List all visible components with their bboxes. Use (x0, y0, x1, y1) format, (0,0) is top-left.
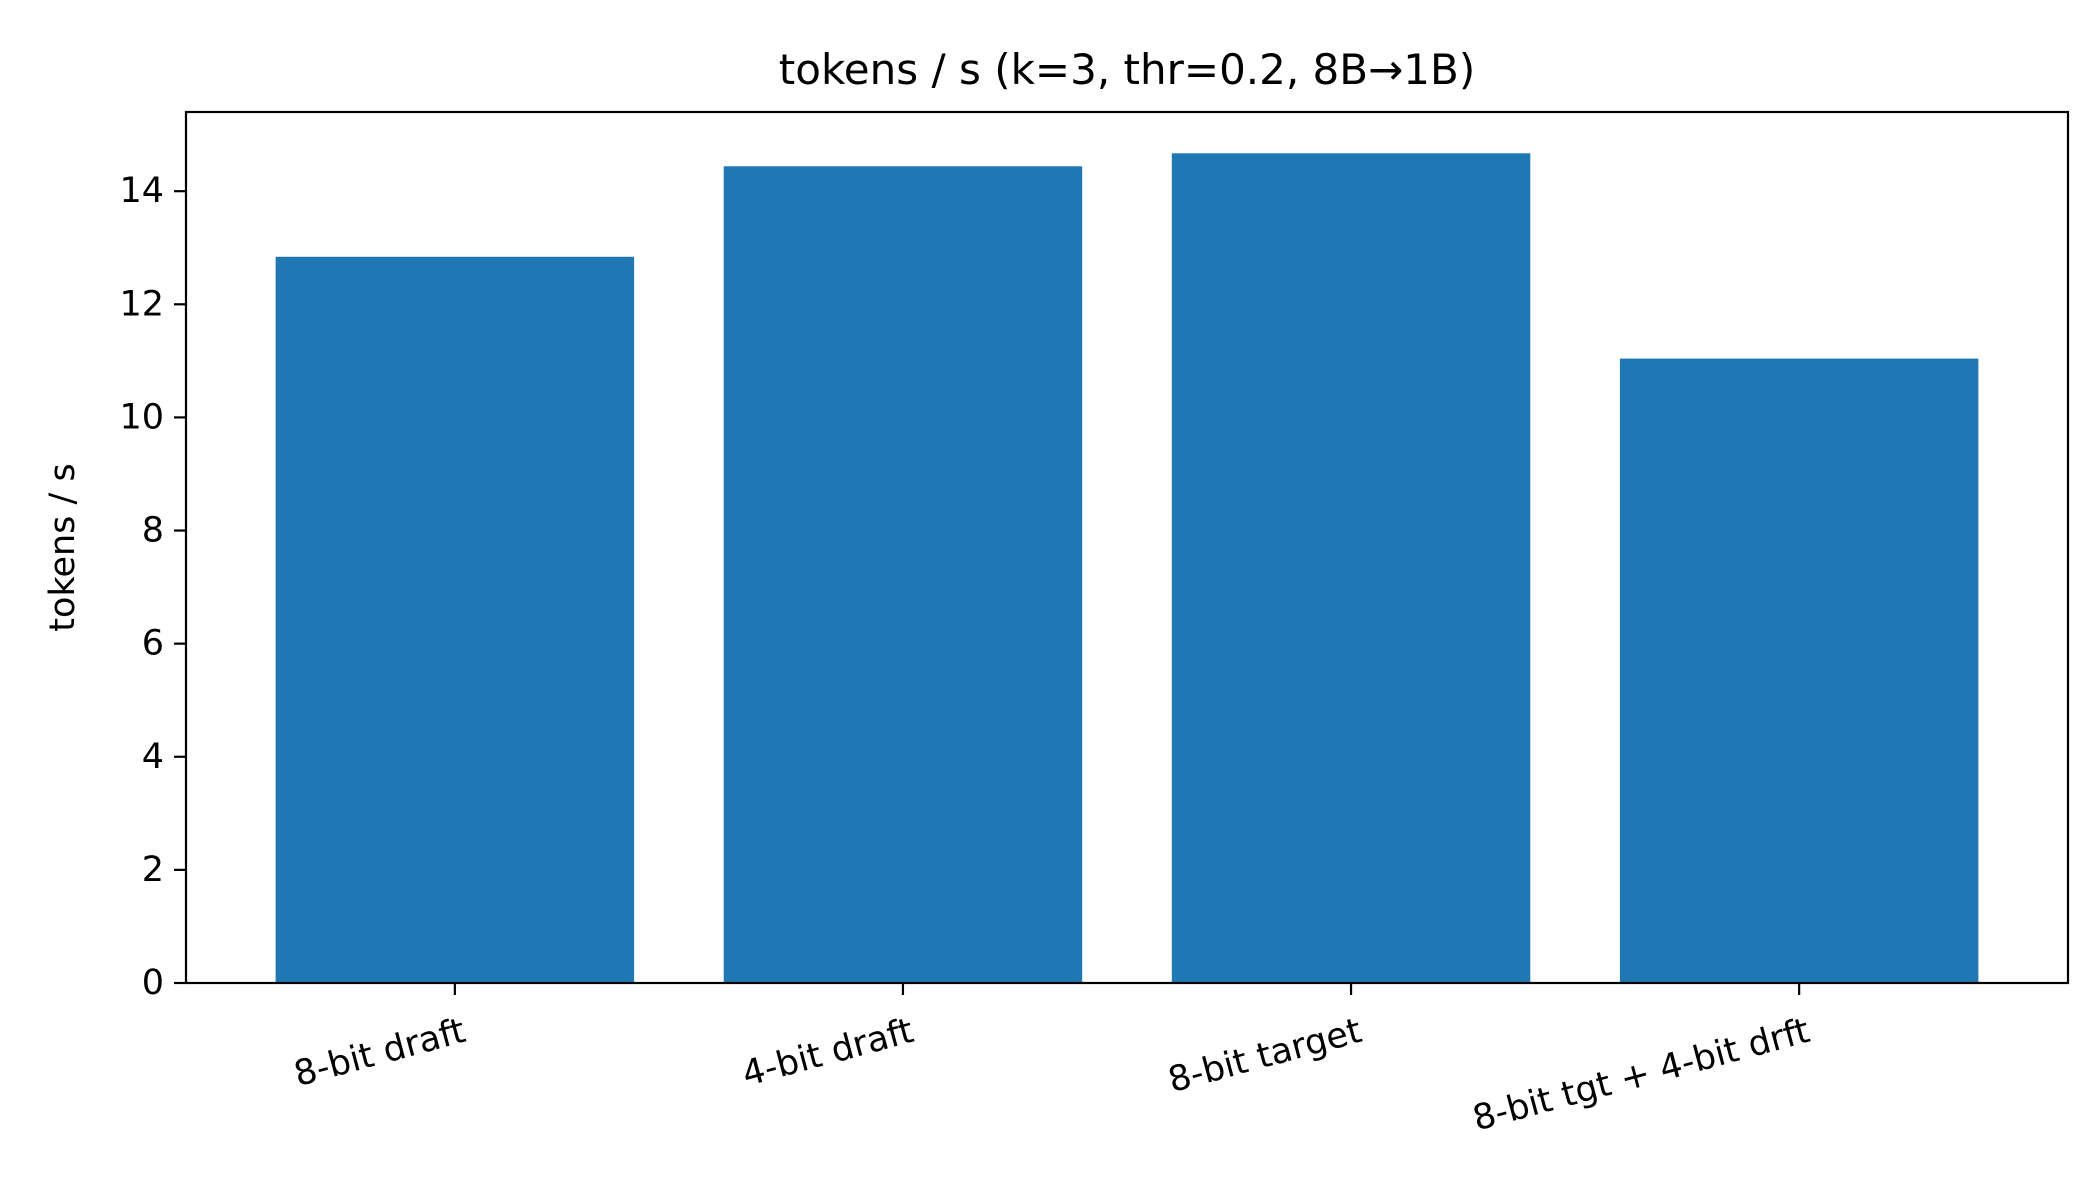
plot-frame (184, 110, 2070, 985)
y-tick-label: 6 (142, 624, 164, 664)
y-tick-label: 12 (119, 284, 164, 324)
y-tick-label: 0 (142, 963, 164, 1003)
bar-2 (723, 166, 1083, 984)
bar-1 (275, 256, 635, 983)
x-tick-label: 8-bit draft (290, 1011, 470, 1095)
y-tick-label: 14 (119, 171, 164, 211)
x-tick-label: 8-bit tgt + 4-bit drft (1469, 1011, 1814, 1139)
x-axis: 8-bit draft 4-bit draft 8-bit target 8-bit … (290, 983, 1814, 1139)
y-axis-label: tokens / s (43, 463, 83, 631)
bar-3 (1171, 153, 1531, 983)
y-tick-label: 10 (119, 397, 164, 437)
y-tick-label: 2 (142, 850, 164, 890)
bars-layer (275, 153, 1979, 984)
x-tick-label: 4-bit draft (738, 1011, 918, 1095)
bar-4 (1619, 358, 1979, 983)
y-axis: 0 2 4 6 8 10 12 14 (119, 171, 186, 1003)
x-tick-label: 8-bit target (1164, 1011, 1366, 1101)
chart-title: tokens / s (k=3, thr=0.2, 8B→1B) (779, 45, 1475, 94)
y-tick-label: 4 (142, 737, 164, 777)
y-tick-label: 8 (142, 511, 164, 551)
